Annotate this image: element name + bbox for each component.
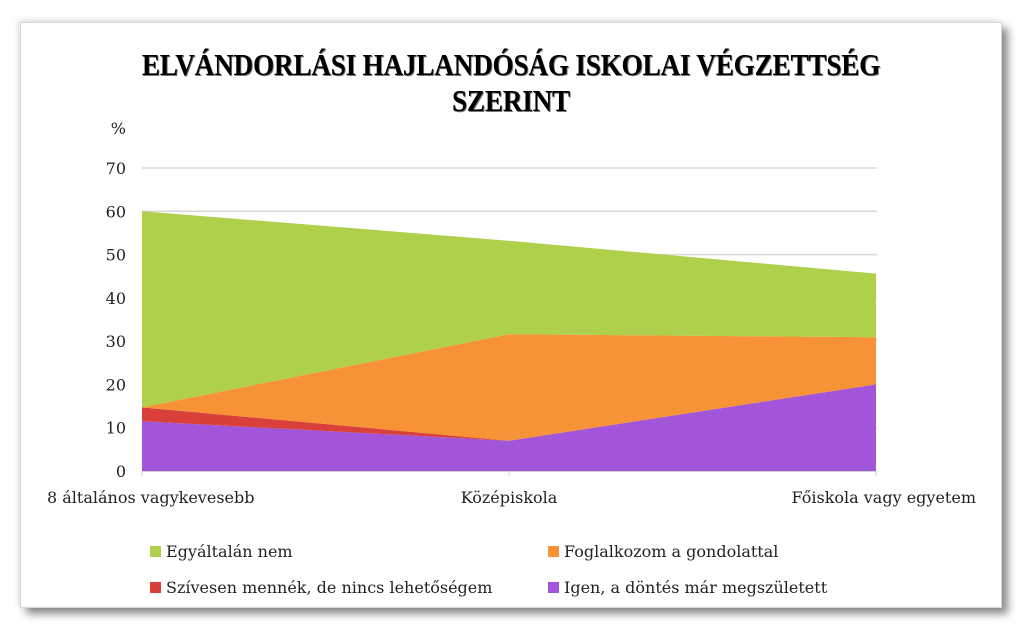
y-tick-label: 60 [106, 202, 126, 221]
legend-item-igen: Igen, a döntés már megszületett [548, 578, 827, 597]
legend-label: Foglalkozom a gondolattal [564, 542, 779, 561]
y-tick-label: 0 [116, 462, 126, 481]
legend-swatch-green [150, 546, 161, 557]
y-tick-label: 20 [106, 375, 126, 394]
chart-title: ELVÁNDORLÁSI HAJLANDÓSÁG ISKOLAI VÉGZETT… [141, 47, 881, 118]
area-series [142, 211, 876, 408]
legend-swatch-orange [548, 546, 559, 557]
area-series [142, 334, 876, 441]
y-axis-label: % [111, 119, 126, 138]
y-tick-label: 50 [106, 246, 126, 265]
legend-item-egyaltalan-nem: Egyáltalán nem [150, 542, 293, 561]
legend-item-szivesen: Szívesen mennék, de nincs lehetőségem [150, 578, 492, 597]
x-category-label: 8 általános vagykevesebb [47, 488, 254, 507]
legend-item-foglalkozom: Foglalkozom a gondolattal [548, 542, 778, 561]
y-tick-label: 40 [106, 289, 126, 308]
legend-label: Szívesen mennék, de nincs lehetőségem [166, 578, 493, 597]
legend-swatch-red [150, 582, 161, 593]
x-category-label: Főiskola vagy egyetem [792, 488, 977, 507]
legend-label: Igen, a döntés már megszületett [564, 578, 828, 597]
y-tick-label: 70 [106, 159, 126, 178]
legend-label: Egyáltalán nem [166, 542, 293, 561]
area-series [142, 384, 876, 441]
legend-swatch-purple [548, 582, 559, 593]
y-tick-label: 30 [106, 332, 126, 351]
y-tick-label: 10 [106, 419, 126, 438]
area-series [142, 384, 876, 471]
x-category-label: Középiskola [461, 488, 558, 507]
